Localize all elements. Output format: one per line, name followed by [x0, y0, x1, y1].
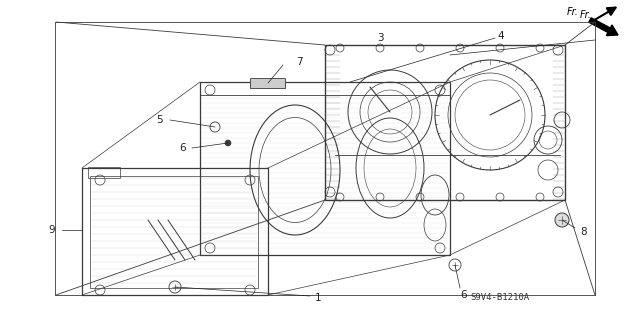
Polygon shape — [250, 78, 285, 88]
Circle shape — [225, 140, 231, 146]
Text: 8: 8 — [580, 227, 587, 237]
Text: 4: 4 — [497, 31, 504, 41]
Circle shape — [555, 213, 569, 227]
Text: 5: 5 — [156, 115, 163, 125]
Text: 7: 7 — [296, 57, 303, 67]
Text: 1: 1 — [315, 293, 322, 303]
Text: Fr.: Fr. — [567, 7, 579, 17]
Text: S9V4-B1210A: S9V4-B1210A — [470, 293, 529, 302]
Text: 9: 9 — [49, 225, 55, 235]
Text: 3: 3 — [377, 33, 383, 43]
Text: Fr.: Fr. — [580, 10, 592, 20]
Text: 6: 6 — [179, 143, 186, 153]
FancyArrow shape — [589, 18, 618, 35]
Text: 6: 6 — [460, 290, 467, 300]
